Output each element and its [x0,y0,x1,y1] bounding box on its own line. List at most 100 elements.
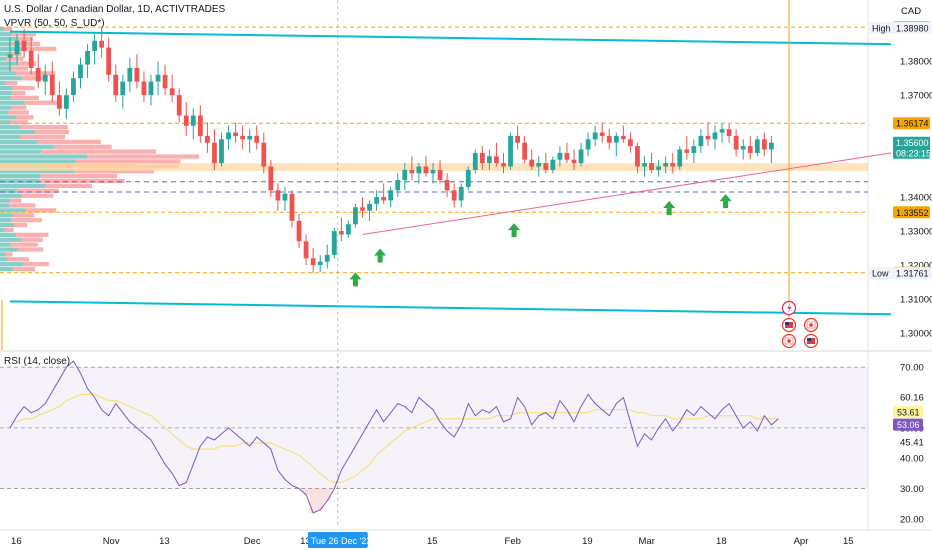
price-label-box [868,267,932,280]
candle [169,74,175,102]
vp-row-down [16,115,34,120]
candle [148,74,154,106]
vp-row-up [0,169,76,174]
vp-row-down [13,213,35,218]
vp-row-down [15,71,56,76]
candle [712,125,718,150]
candle [606,129,612,150]
candle [769,135,774,164]
candle-body [522,142,528,160]
candle [691,139,697,164]
vp-row-up [0,266,14,272]
candle-body [501,163,506,167]
candle [416,163,422,184]
candle-body [599,132,605,136]
candle [444,173,450,198]
candle-body [205,135,210,143]
vp-row-down [11,105,27,110]
candle [402,163,408,191]
candle-body [247,135,253,140]
vp-row-down [12,90,26,96]
candle [479,146,485,170]
candle-body [592,132,598,140]
candle [465,166,471,191]
candle-body [487,156,492,164]
time-axis-tick: 13 [159,536,170,547]
candle-body [613,135,619,143]
candle [423,156,429,177]
vp-row-up [0,193,21,198]
candle-body [169,88,175,96]
candle [726,124,732,143]
vpvr-legend: VPVR (50, 50, S_UD*) [4,18,105,29]
vp-row-up [0,173,41,179]
candle-body [726,129,732,136]
candle-body [134,67,140,82]
vp-row-down [23,262,49,267]
time-axis-tick: 15 [427,536,438,547]
vp-row-up [0,208,26,213]
candle [247,129,253,153]
price-axis-tick: 1.30000 [900,329,932,340]
candle-body [642,163,647,167]
candle-body [212,142,217,164]
candle-body [578,149,584,164]
rsi-value-box [893,405,923,418]
price-axis-tick: 1.34000 [900,193,932,204]
vp-row-down [21,76,43,81]
rsi-axis-tick: 30.00 [900,484,924,495]
channel-upper-line [9,30,892,46]
candle [56,81,62,116]
candle [212,129,217,170]
candle [395,173,401,198]
candle [543,152,549,174]
candle-body [317,261,323,266]
candle [85,44,90,79]
vp-row-up [0,247,18,252]
candle-body [183,115,189,126]
price-axis-tick: 1.38000 [900,57,932,68]
candle-body [162,74,168,89]
price-label-name: High [872,23,891,33]
green-up-arrow-icon [719,194,732,209]
candle [719,123,725,143]
candle-body [254,135,260,143]
candle [592,125,598,147]
rsi-ma-line [10,393,779,484]
candle [740,139,746,160]
vp-row-down [39,178,125,184]
vp-row-up [0,149,42,154]
vp-row-down [5,252,13,257]
vp-row-up [0,232,17,237]
candle [564,142,570,164]
rsi-value-label: 53.06 [897,420,920,430]
candle [134,54,140,89]
vp-row-up [0,51,10,56]
price-label-box [893,136,930,159]
candle [254,125,260,150]
candle [381,183,387,204]
candle [261,132,267,174]
chart-title: U.S. Dollar / Canadian Dollar, 1D, ACTIV… [4,4,226,15]
candle [113,64,119,102]
vp-row-down [10,242,38,247]
time-axis-tick: Nov [103,536,120,547]
candle [331,227,337,259]
candle [437,159,443,184]
candle [35,54,41,89]
vp-row-down [10,66,28,71]
vp-row-down [17,247,44,252]
candle-body [106,47,112,75]
rsi-oversold-fill [302,488,331,513]
vp-row-up [0,120,11,125]
vp-row-up [0,227,5,233]
vp-row-up [0,159,76,164]
candle [628,132,633,153]
vp-row-up [0,262,24,267]
time-axis-tick: 13 [300,536,311,547]
candle-body [85,50,90,65]
candle-body [747,146,753,153]
candle [578,142,584,167]
vp-row-down [11,218,42,223]
